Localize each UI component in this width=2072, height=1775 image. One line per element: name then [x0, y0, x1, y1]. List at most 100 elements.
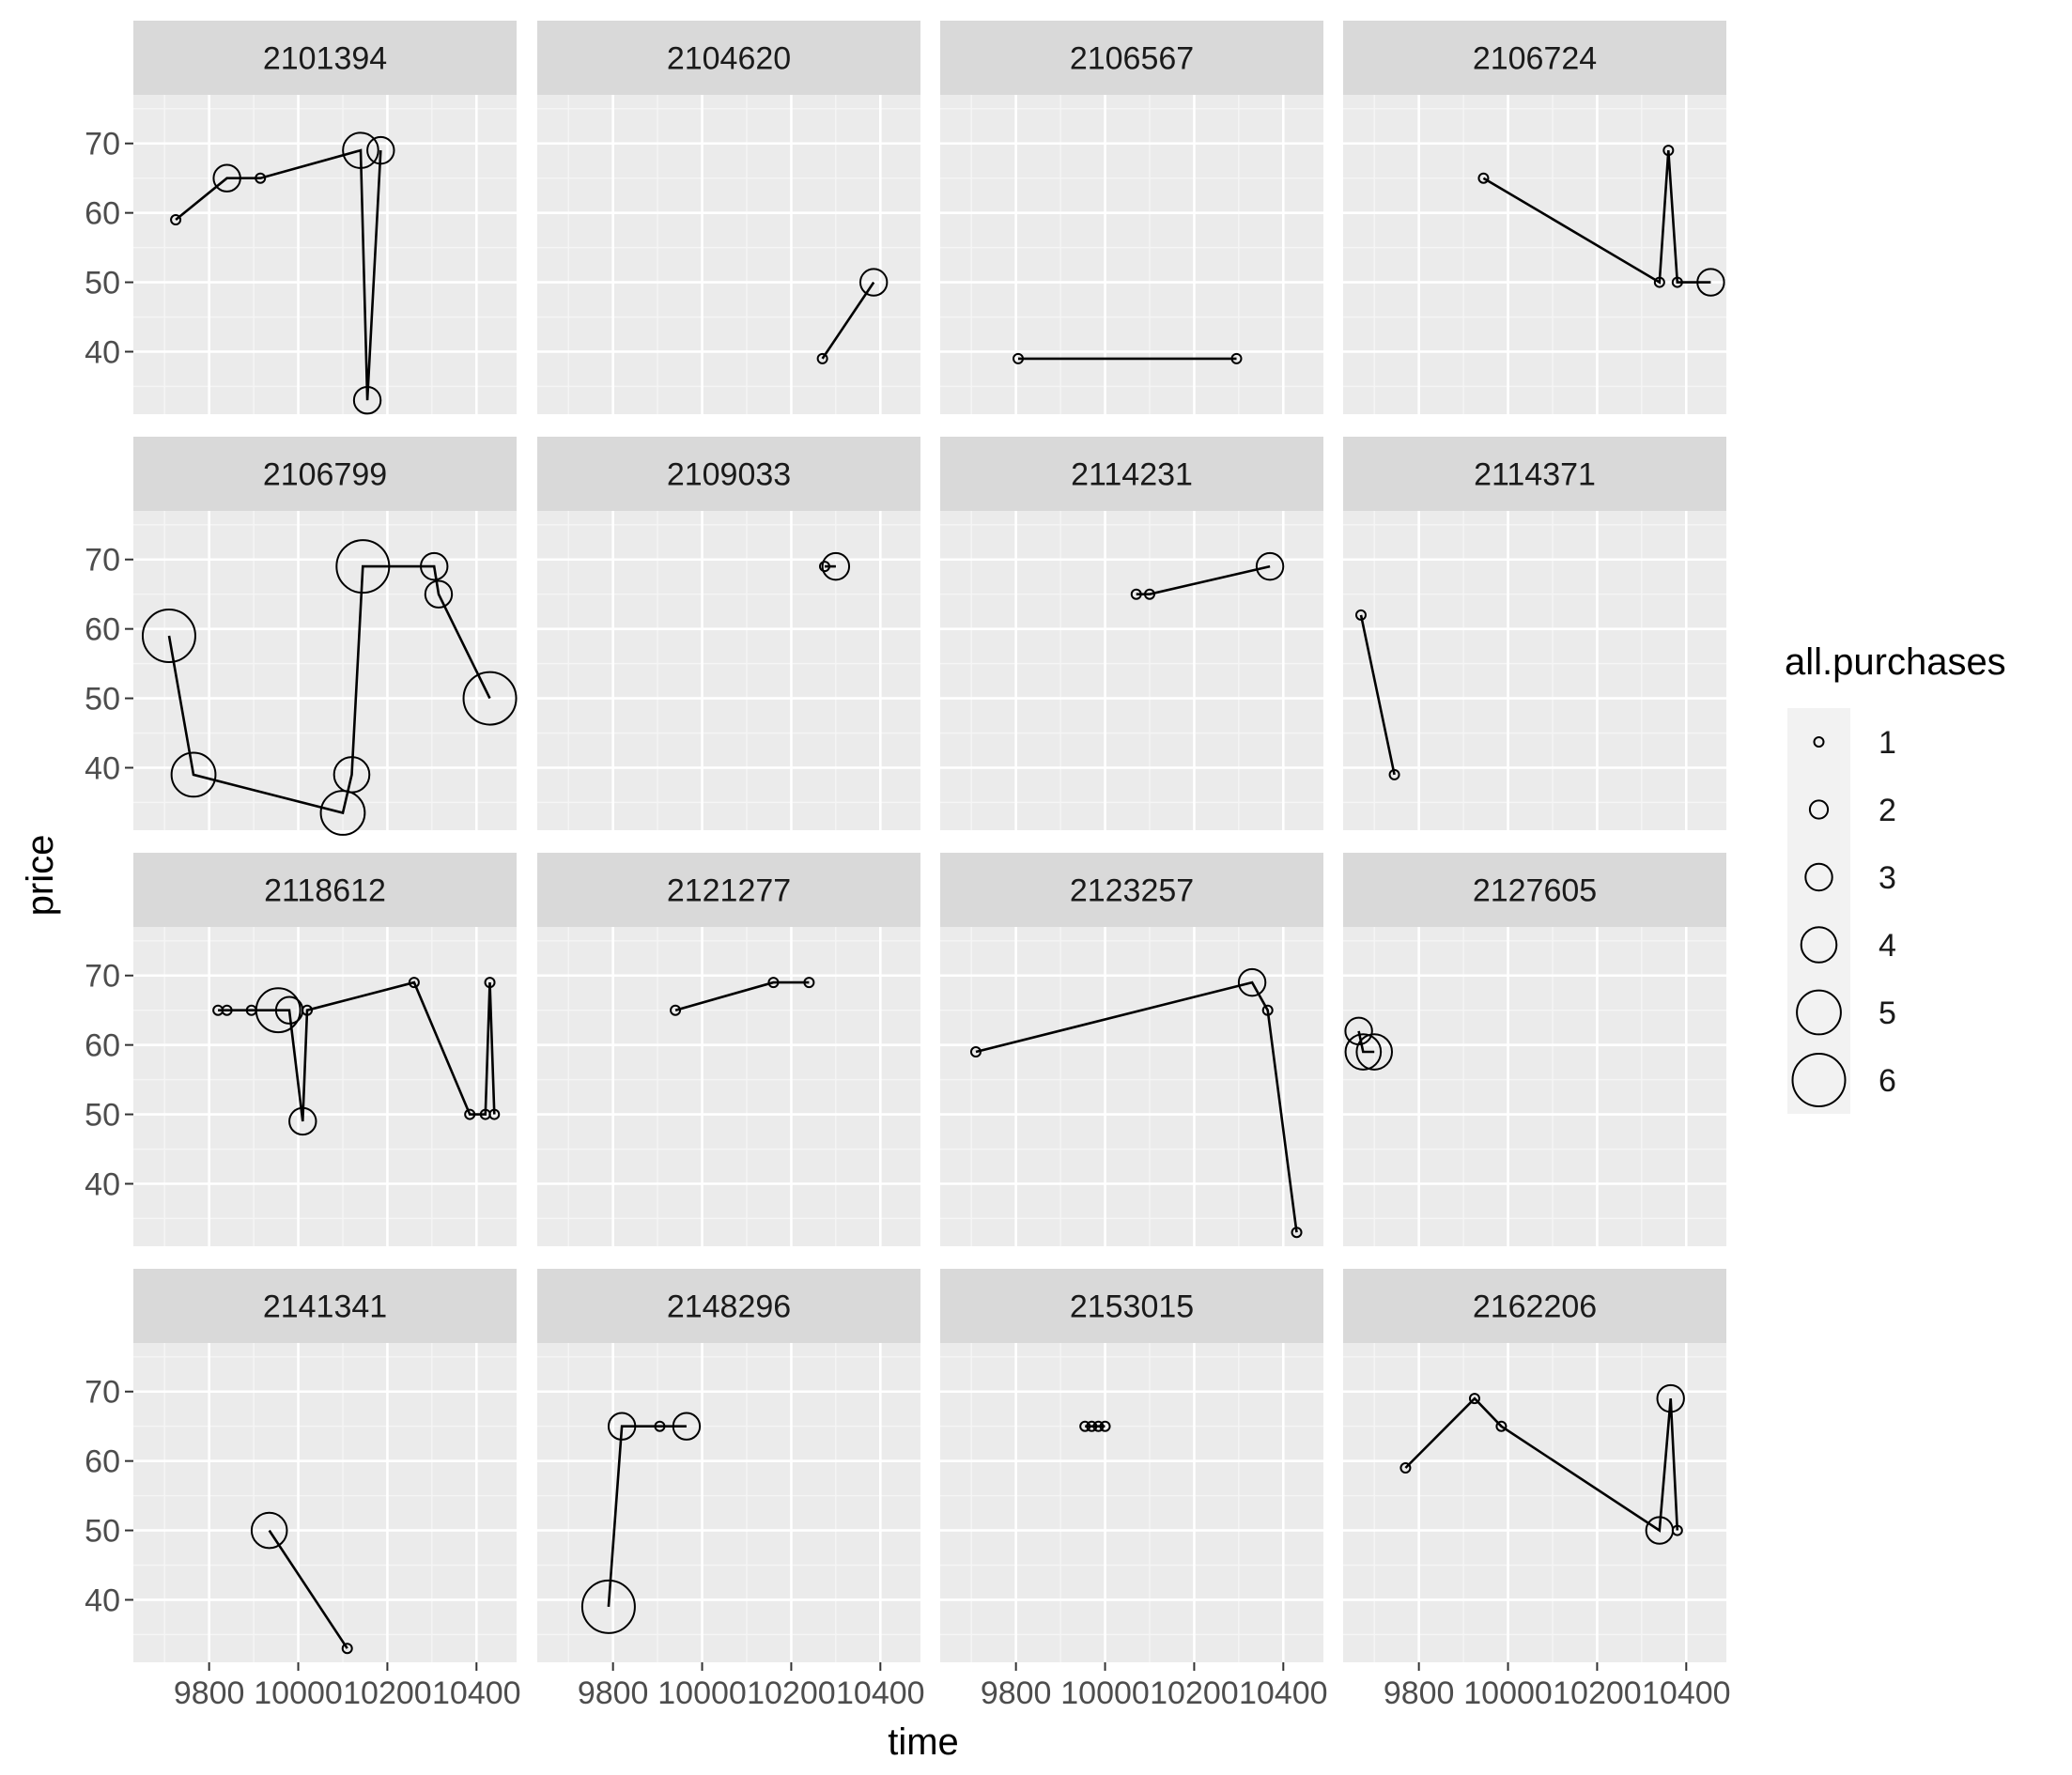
- legend-key-background: [1787, 843, 1850, 911]
- legend-keys: 1 2 3 4 5 6: [1787, 708, 1896, 1114]
- facet-strip-label: 2114371: [1474, 457, 1596, 493]
- data-point: [1261, 1004, 1274, 1016]
- facet-strip-label: 2121277: [667, 873, 791, 909]
- y-tick-label: 70: [85, 543, 120, 579]
- series-line: [1404, 1397, 1679, 1533]
- data-point: [1130, 588, 1142, 600]
- data-point: [288, 1106, 317, 1136]
- facet-strip-label: 2141341: [263, 1289, 387, 1325]
- data-point: [1696, 268, 1725, 297]
- data-point: [484, 977, 496, 989]
- x-tick-label: 10200: [1553, 1675, 1642, 1711]
- x-tick-label: 10200: [343, 1675, 432, 1711]
- y-tick-label: 70: [85, 959, 120, 995]
- facet-panel: 2123257: [940, 853, 1323, 1246]
- y-tick-label: 50: [85, 1514, 120, 1550]
- series-line: [975, 980, 1298, 1233]
- series-line: [167, 564, 491, 815]
- y-tick-label: 50: [85, 682, 120, 718]
- facet-strip-label: 2106567: [1070, 41, 1194, 77]
- data-point: [420, 551, 449, 581]
- x-tick-label: 10400: [432, 1675, 521, 1711]
- data-point: [352, 386, 382, 415]
- panel-background: [940, 511, 1323, 830]
- x-tick-label: 9800: [981, 1675, 1052, 1711]
- legend-key-circle: [1808, 799, 1830, 820]
- data-point: [464, 1108, 476, 1120]
- facet-strip: [1343, 437, 1726, 511]
- legend-label: 5: [1879, 996, 1896, 1031]
- facet-strip-label: 2109033: [667, 457, 791, 493]
- facet-panel: 2114231: [940, 437, 1323, 830]
- x-tick-label: 9800: [174, 1675, 245, 1711]
- facet-strip: [133, 437, 517, 511]
- facet-panel: 2101394: [133, 21, 517, 415]
- data-point: [332, 756, 371, 794]
- data-point: [212, 163, 241, 193]
- x-tick-label: 10200: [747, 1675, 836, 1711]
- facet-strip-label: 2162206: [1473, 1289, 1597, 1325]
- data-point: [366, 135, 395, 165]
- series-line: [268, 1529, 348, 1649]
- legend-key-circle: [1796, 989, 1842, 1036]
- facet-panel: 2121277: [537, 853, 920, 1246]
- facet-strip: [537, 853, 920, 927]
- facet-panel: 2127605: [1343, 853, 1726, 1246]
- data-point: [141, 609, 196, 664]
- data-point: [255, 172, 267, 184]
- data-point: [654, 1420, 666, 1432]
- facet-strip: [537, 1269, 920, 1343]
- y-tick-label: 40: [85, 1166, 120, 1202]
- panel-background: [537, 1343, 920, 1662]
- data-point: [1237, 967, 1267, 997]
- x-tick-label: 10400: [1642, 1675, 1731, 1711]
- data-point: [221, 1004, 233, 1016]
- facet-panel: 2106567: [940, 21, 1323, 414]
- legend-label: 1: [1879, 725, 1896, 761]
- facet-strip-label: 2123257: [1070, 873, 1194, 909]
- data-point: [1468, 1393, 1480, 1405]
- facet-panel: 2106724: [1343, 21, 1726, 414]
- legend-label: 4: [1879, 928, 1896, 964]
- legend-key-background: [1787, 1046, 1850, 1114]
- data-point: [1662, 145, 1675, 157]
- series-line: [1357, 1030, 1375, 1054]
- data-point: [408, 977, 420, 989]
- panel-background: [537, 511, 920, 830]
- data-point: [1671, 276, 1683, 288]
- series-line: [821, 281, 875, 360]
- facet-strip-label: 2101394: [263, 41, 387, 77]
- x-tick-label: 10400: [836, 1675, 925, 1711]
- facet-panel: 2104620: [537, 21, 920, 414]
- data-point: [1079, 1420, 1091, 1432]
- x-tick-label: 10000: [254, 1675, 343, 1711]
- x-tick-label: 10200: [1150, 1675, 1239, 1711]
- panel-background: [133, 95, 517, 414]
- y-tick-label: 70: [85, 127, 120, 162]
- panel-background: [537, 927, 920, 1246]
- facet-strip: [133, 21, 517, 95]
- series-line: [674, 980, 810, 1011]
- panel-background: [940, 927, 1323, 1246]
- facet-panel: 2114371: [1343, 437, 1726, 830]
- y-tick-label: 60: [85, 1028, 120, 1064]
- facet-strip: [940, 1269, 1323, 1343]
- facet-strip: [537, 21, 920, 95]
- panel-background: [133, 927, 517, 1246]
- facet-panel: 2162206: [1343, 1269, 1726, 1662]
- data-point: [803, 977, 815, 989]
- facet-strip: [940, 437, 1323, 511]
- facet-strip-label: 2106724: [1473, 41, 1597, 77]
- series-line: [1482, 150, 1711, 285]
- legend-label: 3: [1879, 860, 1896, 896]
- panel-background: [537, 95, 920, 414]
- data-point: [969, 1046, 982, 1058]
- data-point: [1656, 1383, 1685, 1413]
- x-tick-label: 10000: [1060, 1675, 1150, 1711]
- x-tick-label: 10400: [1239, 1675, 1328, 1711]
- data-point: [170, 214, 182, 226]
- facet-panel: 2106799: [133, 437, 518, 836]
- data-point: [1344, 1033, 1383, 1071]
